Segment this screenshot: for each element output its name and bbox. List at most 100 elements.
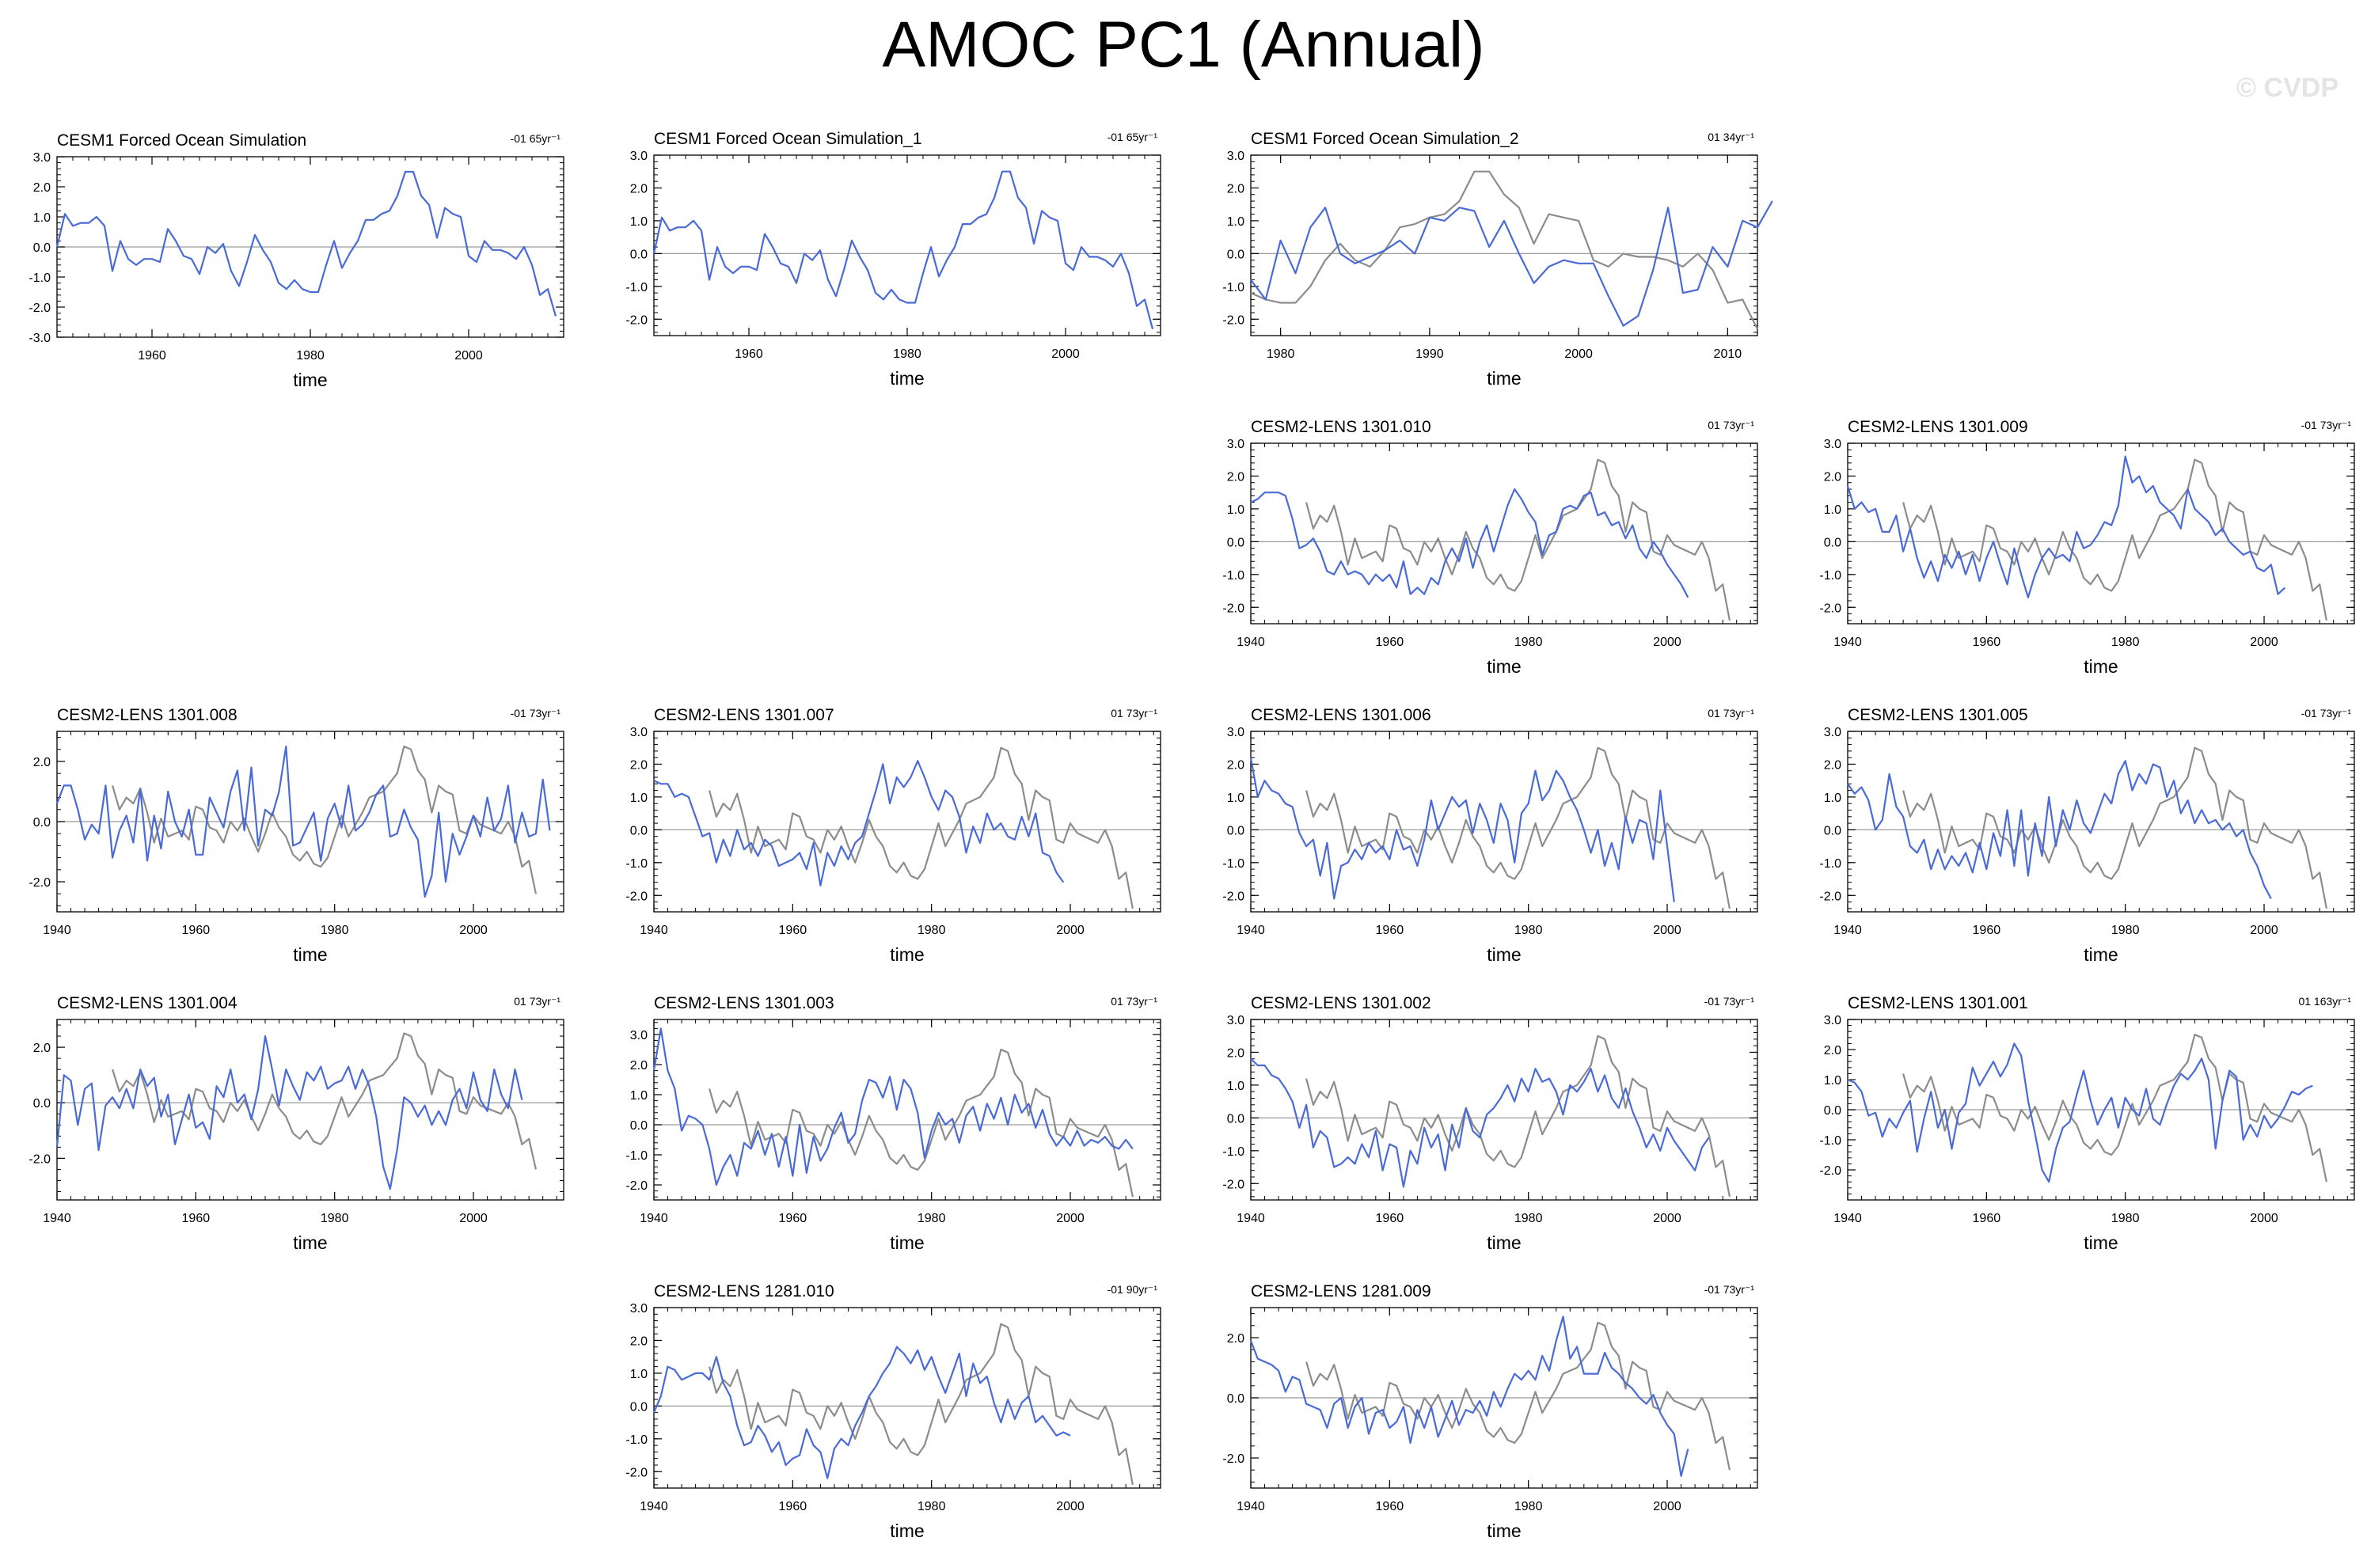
y-tick-label: 3.0	[630, 726, 648, 739]
y-tick-label: 0.0	[630, 1400, 648, 1414]
ensemble-series-line	[1249, 757, 1675, 902]
x-tick-label: 1960	[1376, 1212, 1404, 1225]
chart-title: CESM2-LENS 1301.003	[654, 994, 834, 1012]
x-tick-label: 1980	[918, 1500, 946, 1513]
plot-frame	[1250, 731, 1758, 913]
x-tick-label: 1980	[321, 1212, 349, 1225]
chart-title: CESM1 Forced Ocean Simulation_1	[654, 130, 922, 148]
trend-label: -01 90yr⁻¹	[1108, 1283, 1158, 1296]
plot-frame	[1250, 442, 1758, 625]
chart-svg: CESM2-LENS 1301.001 01 163yr⁻¹ 3.0 2.0 1.0 0.…	[1819, 994, 2355, 1253]
chart-title: CESM2-LENS 1301.010	[1251, 418, 1431, 436]
y-tick-label: -1.0	[625, 281, 648, 294]
ensemble-series-line	[652, 1027, 1134, 1186]
reference-series-line	[709, 1048, 1134, 1198]
trend-label: 01 163yr⁻¹	[2298, 995, 2351, 1008]
x-tick-label: 2000	[1653, 1212, 1681, 1225]
chart-panel: CESM2-LENS 1301.007 01 73yr⁻¹ 3.0 2.0 1.0 0.0…	[597, 693, 1167, 974]
x-axis-label: time	[1487, 1232, 1521, 1253]
y-tick-label: 3.0	[1824, 726, 1841, 739]
x-tick-label: 1980	[321, 924, 349, 937]
x-axis-label: time	[2084, 944, 2118, 965]
trend-label: 01 34yr⁻¹	[1708, 131, 1754, 143]
y-tick-label: 1.0	[1824, 503, 1841, 517]
y-tick-label: 2.0	[630, 1059, 648, 1073]
x-tick-label: 1980	[2111, 924, 2140, 937]
x-tick-label: 1980	[2111, 1212, 2140, 1225]
reference-series-line	[709, 746, 1134, 909]
x-tick-label: 1980	[1267, 347, 1295, 361]
y-tick-label: 3.0	[1824, 1014, 1841, 1027]
x-tick-label: 2000	[2250, 924, 2278, 937]
plot-frame	[653, 731, 1161, 913]
x-tick-label: 2000	[1056, 924, 1085, 937]
x-tick-label: 1940	[43, 924, 71, 937]
chart-svg: CESM2-LENS 1301.008 -01 73yr⁻¹ 2.0 0.0 -2.0 1…	[28, 706, 564, 965]
x-tick-label: 2000	[1653, 636, 1681, 649]
chart-panel: CESM2-LENS 1301.001 01 163yr⁻¹ 3.0 2.0 1.0 0.…	[1791, 981, 2361, 1262]
y-tick-label: -2.0	[1222, 890, 1244, 903]
x-tick-label: 2000	[1564, 347, 1593, 361]
y-tick-label: 1.0	[630, 215, 648, 229]
y-tick-label: -2.0	[1222, 1178, 1244, 1191]
trend-label: 01 73yr⁻¹	[1708, 419, 1754, 431]
y-tick-label: 0.0	[1227, 248, 1244, 261]
page-title: AMOC PC1 (Annual)	[882, 9, 1485, 81]
y-tick-label: -1.0	[1819, 1134, 1841, 1148]
x-axis-label: time	[1487, 1521, 1521, 1541]
chart-panel: CESM2-LENS 1301.009 -01 73yr⁻¹ 3.0 2.0 1.0 0.…	[1791, 405, 2361, 686]
x-tick-label: 1960	[182, 924, 211, 937]
x-axis-label: time	[890, 368, 924, 389]
y-tick-label: 2.0	[33, 756, 51, 769]
ensemble-series-line	[55, 1035, 523, 1190]
reference-series-line	[1305, 746, 1731, 909]
x-tick-label: 1980	[296, 349, 325, 363]
y-tick-label: -2.0	[1222, 1452, 1244, 1466]
chart-title: CESM2-LENS 1301.004	[57, 994, 237, 1012]
x-tick-label: 1960	[1376, 924, 1404, 937]
y-tick-label: 0.0	[33, 816, 51, 830]
chart-panel: CESM2-LENS 1301.006 01 73yr⁻¹ 3.0 2.0 1.0 0.0…	[1194, 693, 1764, 974]
y-tick-label: -1.0	[1819, 569, 1841, 583]
y-tick-label: 1.0	[1227, 1080, 1244, 1093]
plot-frame	[1250, 1019, 1758, 1201]
y-tick-label: -1.0	[1222, 1145, 1244, 1159]
plot-frame	[56, 1019, 564, 1201]
trend-label: -01 73yr⁻¹	[511, 707, 561, 719]
trend-label: -01 73yr⁻¹	[1704, 1283, 1755, 1296]
y-tick-label: -2.0	[28, 302, 51, 315]
cvdp-watermark: © CVDP	[2236, 73, 2339, 103]
y-tick-label: -1.0	[1222, 281, 1244, 294]
y-tick-label: -1.0	[28, 271, 51, 285]
y-tick-label: 0.0	[1227, 1392, 1244, 1406]
x-axis-label: time	[293, 944, 327, 965]
chart-title: CESM2-LENS 1301.002	[1251, 994, 1431, 1012]
reference-series-line	[1902, 1033, 2327, 1183]
y-tick-label: -2.0	[625, 313, 648, 327]
y-tick-label: 2.0	[1227, 1046, 1244, 1060]
y-tick-label: -2.0	[1222, 602, 1244, 615]
trend-label: -01 73yr⁻¹	[1704, 995, 1755, 1008]
y-tick-label: 2.0	[1227, 758, 1244, 772]
x-tick-label: 1940	[1237, 636, 1265, 649]
x-tick-label: 1940	[1237, 924, 1265, 937]
x-tick-label: 1980	[1514, 1500, 1543, 1513]
chart-title: CESM2-LENS 1281.010	[654, 1282, 834, 1300]
y-tick-label: 2.0	[33, 181, 51, 195]
y-tick-label: 3.0	[1227, 150, 1244, 163]
y-tick-label: -2.0	[625, 1466, 648, 1479]
y-tick-label: 2.0	[1824, 470, 1841, 484]
chart-panel: CESM2-LENS 1301.010 01 73yr⁻¹ 3.0 2.0 1.0 0.0…	[1194, 405, 1764, 686]
y-tick-label: 2.0	[630, 1335, 648, 1348]
y-tick-label: 0.0	[1227, 1112, 1244, 1126]
x-tick-label: 1960	[182, 1212, 211, 1225]
ensemble-series-line	[1250, 1057, 1710, 1188]
chart-title: CESM2-LENS 1301.006	[1251, 706, 1431, 724]
y-tick-label: -2.0	[1819, 890, 1841, 903]
x-axis-label: time	[1487, 656, 1521, 677]
chart-svg: CESM2-LENS 1301.006 01 73yr⁻¹ 3.0 2.0 1.0 0.0…	[1222, 706, 1758, 965]
y-tick-label: 1.0	[1824, 792, 1841, 805]
chart-svg: CESM2-LENS 1301.003 01 73yr⁻¹ 3.0 2.0 1.0 0.0…	[625, 994, 1161, 1253]
chart-panel: CESM2-LENS 1301.004 01 73yr⁻¹ 2.0 0.0 -2.0 19…	[0, 981, 570, 1262]
